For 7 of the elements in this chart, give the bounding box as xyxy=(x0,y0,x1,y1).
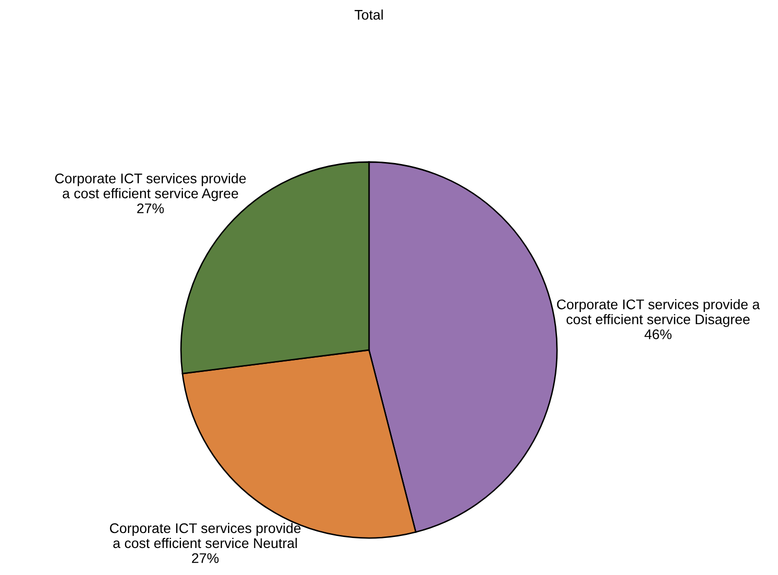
chart-title: Total xyxy=(354,10,383,20)
data-label: 46% xyxy=(644,329,672,340)
slice-label: Corporate ICT services provide a cost efficient service Agree xyxy=(55,173,246,202)
slice-label: Corporate ICT services provide a cost efficient service Neutral xyxy=(110,522,301,548)
data-label: 27% xyxy=(192,553,219,563)
slice-label: Corporate ICT services provide a cost efficient service Disagree xyxy=(557,299,760,328)
data-label: 27% xyxy=(137,203,164,214)
